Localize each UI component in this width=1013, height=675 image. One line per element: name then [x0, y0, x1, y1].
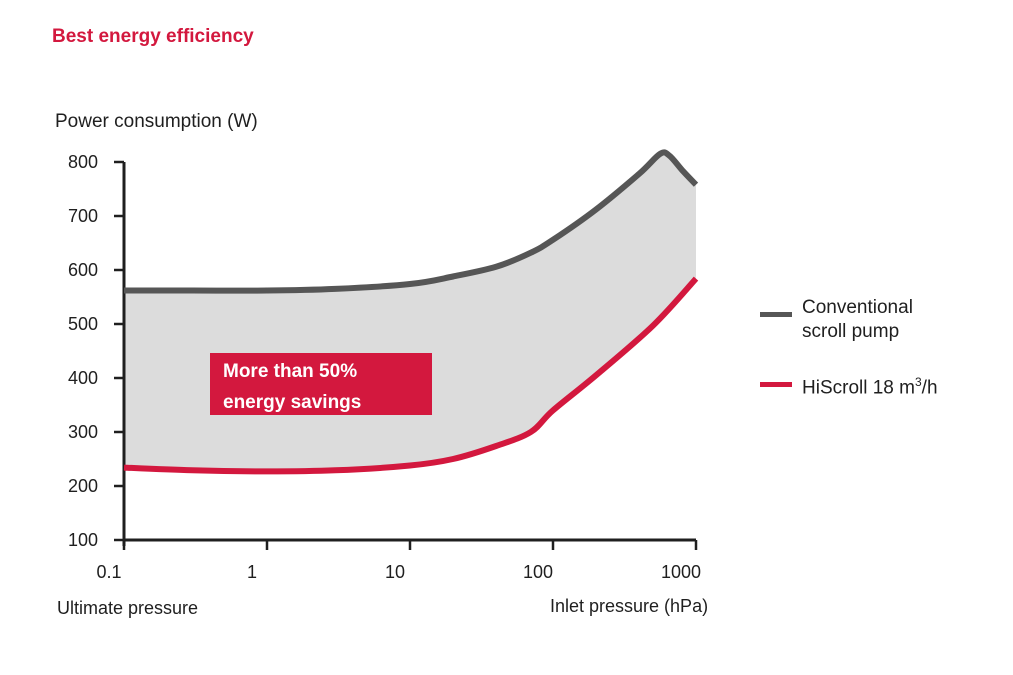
x-axis-label-left: Ultimate pressure: [57, 598, 199, 618]
legend-label-conventional-line2: scroll pump: [802, 321, 900, 342]
legend-label-hiscroll-unit: /h: [921, 377, 938, 399]
x-axis-label-right: Inlet pressure (hPa): [550, 596, 709, 616]
y-tick-label: 200: [68, 476, 98, 496]
x-tick-label: 0.1: [96, 562, 121, 582]
y-tick-label: 500: [68, 314, 98, 334]
series-line-hiscroll: [123, 276, 699, 475]
legend-swatch-hiscroll: [760, 382, 792, 387]
y-tick-label: 700: [68, 206, 98, 226]
y-tick-label: 300: [68, 422, 98, 442]
callout-line-1: More than 50%: [223, 361, 358, 382]
y-tick-label: 800: [68, 152, 98, 172]
y-tick-label: 600: [68, 260, 98, 280]
chart-title: Best energy efficiency: [52, 26, 254, 47]
legend-label-conventional-line1: Conventional: [802, 297, 913, 318]
series-line-conventional: [124, 149, 699, 294]
legend-swatch-conventional: [760, 312, 792, 317]
y-tick-label: 100: [68, 530, 98, 550]
chart-legend: Conventional scroll pump HiScroll 18 m3/…: [760, 296, 1000, 400]
legend-label-hiscroll-main: HiScroll 18 m: [802, 377, 915, 399]
legend-item-hiscroll: HiScroll 18 m3/h: [760, 370, 1000, 400]
legend-label-hiscroll-sup: 3: [914, 375, 922, 389]
x-tick-label: 1000: [661, 562, 701, 582]
x-tick-label: 10: [385, 562, 405, 582]
callout-line-2: energy savings: [223, 392, 362, 413]
legend-item-conventional: Conventional scroll pump: [760, 296, 1000, 344]
x-tick-label: 1: [247, 562, 257, 582]
y-tick-label: 400: [68, 368, 98, 388]
y-axis-label: Power consumption (W): [55, 111, 258, 132]
energy-savings-callout: More than 50% energy savings: [210, 353, 432, 415]
x-tick-label: 100: [523, 562, 553, 582]
